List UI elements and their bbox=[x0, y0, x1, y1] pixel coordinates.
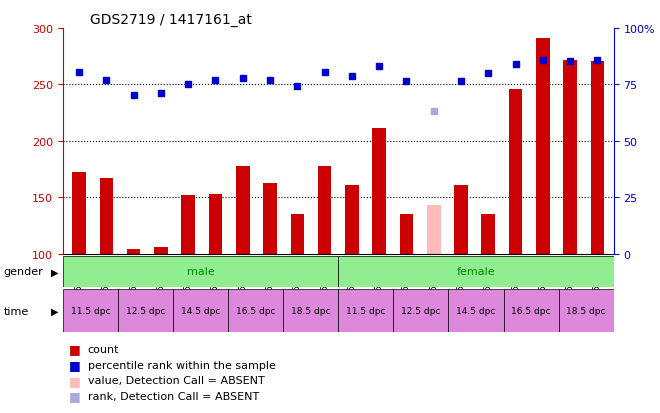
Text: female: female bbox=[457, 266, 496, 277]
Text: rank, Detection Call = ABSENT: rank, Detection Call = ABSENT bbox=[88, 391, 259, 401]
Bar bbox=[154, 247, 168, 254]
Text: gender: gender bbox=[3, 267, 43, 277]
Bar bbox=[236, 166, 249, 254]
Text: ■: ■ bbox=[69, 358, 81, 371]
Bar bbox=[536, 39, 550, 254]
Text: value, Detection Call = ABSENT: value, Detection Call = ABSENT bbox=[88, 375, 265, 385]
Bar bbox=[338, 256, 614, 287]
Text: 18.5 dpc: 18.5 dpc bbox=[291, 306, 331, 315]
Bar bbox=[173, 289, 228, 332]
Text: 11.5 dpc: 11.5 dpc bbox=[71, 306, 110, 315]
Bar bbox=[400, 215, 413, 254]
Text: 14.5 dpc: 14.5 dpc bbox=[456, 306, 496, 315]
Bar bbox=[283, 289, 338, 332]
Bar bbox=[393, 289, 449, 332]
Text: count: count bbox=[88, 344, 119, 354]
Bar bbox=[482, 215, 495, 254]
Bar bbox=[564, 60, 577, 254]
Text: ■: ■ bbox=[69, 342, 81, 356]
Text: GDS2719 / 1417161_at: GDS2719 / 1417161_at bbox=[90, 12, 252, 26]
Bar bbox=[345, 185, 359, 254]
Text: 16.5 dpc: 16.5 dpc bbox=[512, 306, 551, 315]
Bar bbox=[317, 166, 331, 254]
Text: 12.5 dpc: 12.5 dpc bbox=[125, 306, 165, 315]
Bar bbox=[63, 289, 117, 332]
Bar bbox=[127, 249, 141, 254]
Bar bbox=[427, 206, 441, 254]
Text: ▶: ▶ bbox=[51, 267, 58, 277]
Bar bbox=[338, 289, 393, 332]
Bar bbox=[72, 173, 86, 254]
Bar bbox=[372, 129, 386, 254]
Bar bbox=[448, 289, 504, 332]
Text: ■: ■ bbox=[69, 374, 81, 387]
Text: 14.5 dpc: 14.5 dpc bbox=[181, 306, 220, 315]
Bar bbox=[454, 185, 468, 254]
Text: 12.5 dpc: 12.5 dpc bbox=[401, 306, 441, 315]
Bar bbox=[509, 90, 523, 254]
Text: 18.5 dpc: 18.5 dpc bbox=[566, 306, 606, 315]
Bar bbox=[100, 178, 113, 254]
Text: male: male bbox=[187, 266, 214, 277]
Text: ■: ■ bbox=[69, 389, 81, 403]
Bar bbox=[209, 195, 222, 254]
Bar bbox=[117, 289, 173, 332]
Text: time: time bbox=[3, 306, 28, 316]
Bar bbox=[263, 183, 277, 254]
Text: percentile rank within the sample: percentile rank within the sample bbox=[88, 360, 276, 370]
Text: ▶: ▶ bbox=[51, 306, 58, 316]
Bar bbox=[290, 215, 304, 254]
Bar bbox=[63, 256, 338, 287]
Bar bbox=[591, 62, 605, 254]
Bar bbox=[182, 195, 195, 254]
Bar bbox=[558, 289, 614, 332]
Text: 11.5 dpc: 11.5 dpc bbox=[346, 306, 385, 315]
Bar bbox=[228, 289, 283, 332]
Bar bbox=[504, 289, 558, 332]
Text: 16.5 dpc: 16.5 dpc bbox=[236, 306, 275, 315]
